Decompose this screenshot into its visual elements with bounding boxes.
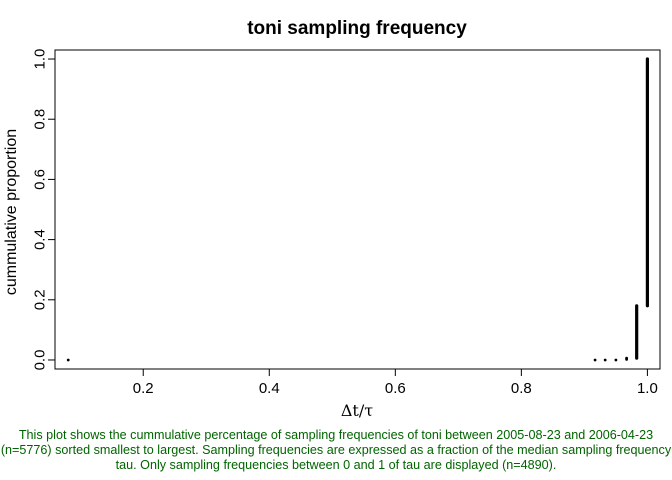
x-tick-label: 1.0 xyxy=(637,380,658,397)
y-axis: 0.0 0.2 0.4 0.6 0.8 1.0 xyxy=(32,49,55,371)
data-point xyxy=(603,358,607,362)
y-tick-label: 0.2 xyxy=(32,289,49,310)
data-point xyxy=(625,356,628,360)
x-tick-label: 0.4 xyxy=(259,380,280,397)
chart-caption: This plot shows the cummulative percenta… xyxy=(0,428,672,472)
data-point xyxy=(66,358,70,362)
data-marks xyxy=(66,57,649,362)
data-point xyxy=(593,358,597,362)
y-tick-label: 1.0 xyxy=(32,49,49,70)
y-tick-label: 0.8 xyxy=(32,109,49,130)
y-tick-label: 0.4 xyxy=(32,229,49,250)
plot-frame xyxy=(54,49,661,370)
x-tick-label: 0.8 xyxy=(511,380,532,397)
x-axis: 0.2 0.4 0.6 0.8 1.0 xyxy=(133,369,658,397)
x-tick-label: 0.2 xyxy=(133,380,154,397)
chart: toni sampling frequency 0.0 0.2 0.4 0.6 0.8 1… xyxy=(3,18,661,420)
y-tick-label: 0.0 xyxy=(32,350,49,371)
plot-area xyxy=(54,49,661,370)
y-axis-label: cummulative proportion xyxy=(3,129,20,295)
x-tick-label: 0.6 xyxy=(385,380,406,397)
data-point xyxy=(614,358,618,362)
x-axis-label: Δt/τ xyxy=(341,401,373,420)
y-tick-label: 0.6 xyxy=(32,169,49,190)
chart-title: toni sampling frequency xyxy=(247,18,467,39)
